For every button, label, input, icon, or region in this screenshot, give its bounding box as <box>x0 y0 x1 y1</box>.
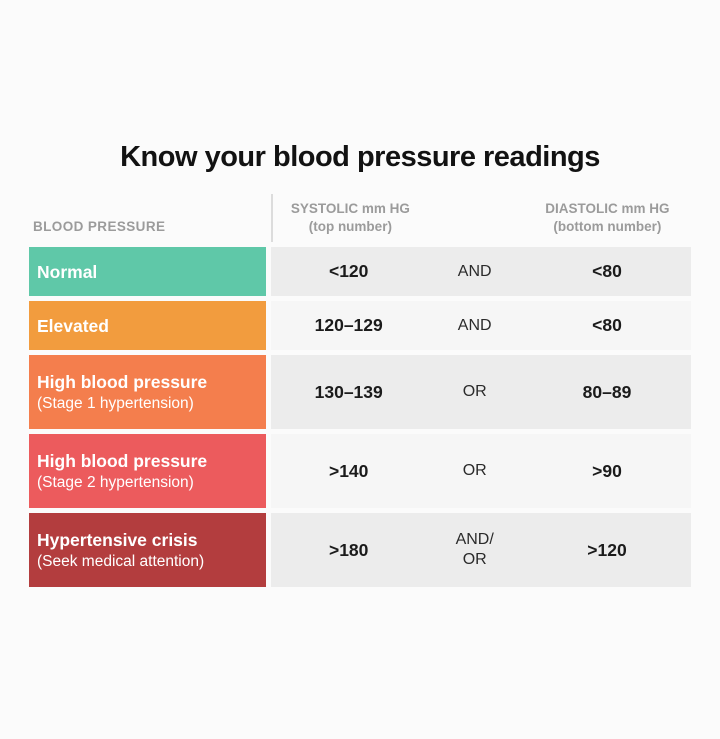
category-cell: High blood pressure (Stage 2 hypertensio… <box>29 434 266 509</box>
category-cell: Elevated <box>29 301 266 351</box>
table-row: Normal <120 AND <80 <box>29 247 691 297</box>
category-cell: Normal <box>29 247 266 297</box>
category-label: Elevated <box>37 315 109 336</box>
category-cell: Hypertensive crisis (Seek medical attent… <box>29 513 266 588</box>
category-label: High blood pressure <box>37 450 208 471</box>
values-cell-group: >140 OR >90 <box>271 434 691 509</box>
diastolic-value: >90 <box>592 460 622 481</box>
table-body: Normal <120 AND <80 Elevated 120–129 AND… <box>29 247 691 588</box>
blood-pressure-table: BLOOD PRESSURE SYSTOLIC mm HG (top numbe… <box>29 194 691 588</box>
page-title: Know your blood pressure readings <box>120 141 600 174</box>
logic-connector: OR <box>462 462 487 480</box>
diastolic-value: >120 <box>587 539 627 560</box>
table-header-values: SYSTOLIC mm HG (top number) DIASTOLIC mm… <box>271 194 691 243</box>
logic-connector: AND <box>457 262 492 280</box>
table-row: Elevated 120–129 AND <80 <box>29 301 691 351</box>
column-header-systolic: SYSTOLIC mm HG (top number) <box>290 200 410 235</box>
category-note: (Stage 1 hypertension) <box>37 394 194 412</box>
values-cell-group: <120 AND <80 <box>271 247 691 297</box>
systolic-value: 130–139 <box>314 381 383 402</box>
table-header-row: BLOOD PRESSURE SYSTOLIC mm HG (top numbe… <box>29 194 691 243</box>
column-header-blood-pressure: BLOOD PRESSURE <box>33 219 166 235</box>
table-row: High blood pressure (Stage 1 hypertensio… <box>29 355 691 430</box>
category-label: Hypertensive crisis <box>37 529 198 550</box>
values-cell-group: >180 AND/ OR >120 <box>271 513 691 588</box>
values-cell-group: 130–139 OR 80–89 <box>271 355 691 430</box>
category-label: High blood pressure <box>37 371 208 392</box>
logic-connector: AND/ OR <box>455 531 494 569</box>
category-note: (Seek medical attention) <box>37 552 205 570</box>
systolic-value: 120–129 <box>314 315 383 336</box>
values-cell-group: 120–129 AND <80 <box>271 301 691 351</box>
systolic-value: >140 <box>328 460 369 481</box>
category-note: (Stage 2 hypertension) <box>37 473 194 491</box>
systolic-value: <120 <box>328 261 369 282</box>
table-row: High blood pressure (Stage 2 hypertensio… <box>29 434 691 509</box>
logic-connector: AND <box>457 316 492 334</box>
category-label: Normal <box>37 261 98 282</box>
diastolic-value: <80 <box>592 261 622 282</box>
table-row: Hypertensive crisis (Seek medical attent… <box>29 513 691 588</box>
diastolic-value: <80 <box>592 315 622 336</box>
diastolic-value: 80–89 <box>582 381 632 402</box>
category-cell: High blood pressure (Stage 1 hypertensio… <box>29 355 266 430</box>
column-header-diastolic: DIASTOLIC mm HG (bottom number) <box>545 200 670 235</box>
logic-connector: OR <box>462 383 487 401</box>
systolic-value: >180 <box>328 539 369 560</box>
